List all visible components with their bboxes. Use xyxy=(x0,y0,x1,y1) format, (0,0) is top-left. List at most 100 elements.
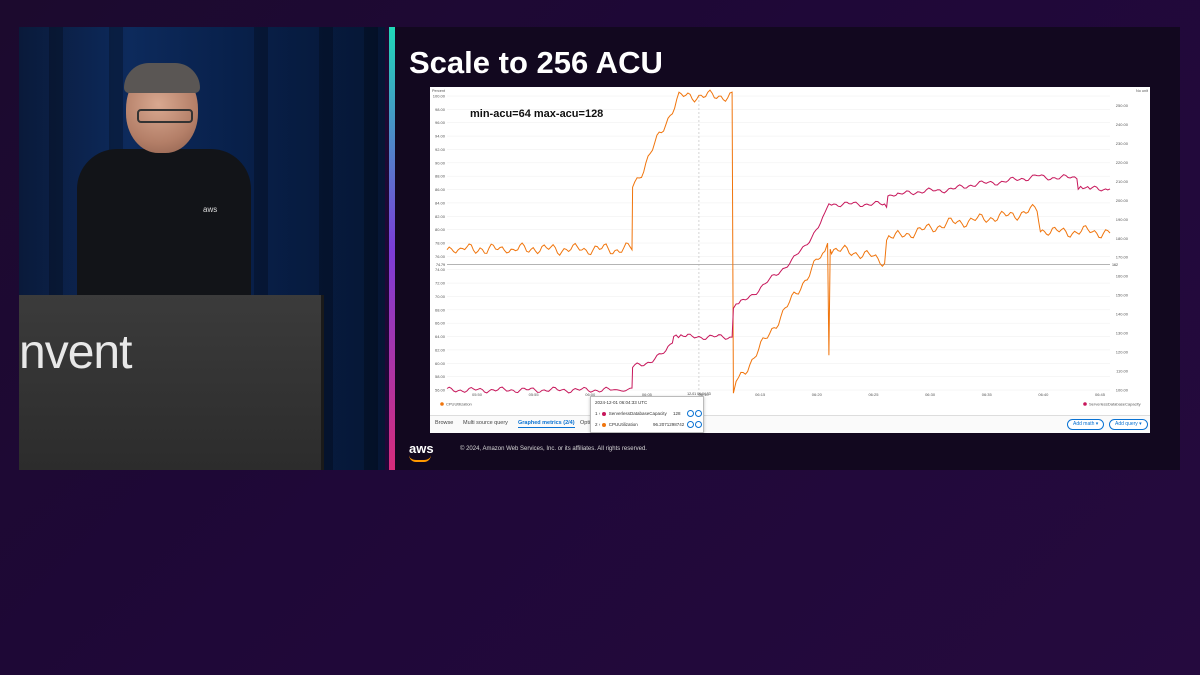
y-tick-label-right: 130.00 xyxy=(1116,331,1129,336)
x-tick-label: 06:40 xyxy=(1038,392,1049,397)
y-tick-label-right: 220.00 xyxy=(1116,160,1129,165)
tooltip-metric-value: 96.2071298742 xyxy=(653,422,685,427)
series-line-ServerlessDatabaseCapacity xyxy=(446,174,1111,394)
y-tick-label-left: 86.00 xyxy=(435,187,446,192)
x-tick-label: 05:50 xyxy=(472,392,483,397)
shirt-logo: aws xyxy=(203,205,218,214)
slide-accent-bar xyxy=(389,27,395,470)
speaker-video: aws nvent xyxy=(19,27,385,470)
aws-smile-icon xyxy=(409,455,431,462)
settings-icon[interactable] xyxy=(695,410,702,417)
y-tick-label-left: 76.00 xyxy=(435,254,446,259)
tab-browse[interactable]: Browse xyxy=(435,420,454,426)
tooltip-metric-value: 128 xyxy=(673,411,681,416)
y-tick-label-left: 88.00 xyxy=(435,174,446,179)
tooltip-row-index: 1 xyxy=(595,411,598,416)
y-tick-label-left: 58.00 xyxy=(435,374,446,379)
tab-multi-source-query[interactable]: Multi source query xyxy=(463,420,508,426)
legend-label-left: CPUUtilization xyxy=(446,402,472,407)
y-tick-label-left: 100.00 xyxy=(433,94,446,99)
aws-logo: aws xyxy=(409,441,434,456)
x-tick-label: 06:20 xyxy=(812,392,823,397)
y-tick-label-left: 62.00 xyxy=(435,347,446,352)
x-tick-label: 06:05 xyxy=(642,392,653,397)
y-tick-label-left: 64.00 xyxy=(435,334,446,339)
settings-icon[interactable] xyxy=(695,421,702,428)
podium-logo-text: nvent xyxy=(19,326,132,379)
y-tick-label-left: 74.00 xyxy=(435,267,446,272)
add-math-label: Add math xyxy=(1073,421,1095,427)
y-tick-label-right: 240.00 xyxy=(1116,122,1129,127)
y-tick-label-right: 100.00 xyxy=(1116,388,1129,393)
y-tick-label-left: 60.00 xyxy=(435,361,446,366)
y-tick-label-right: 250.00 xyxy=(1116,103,1129,108)
y-tick-label-right: 140.00 xyxy=(1116,312,1129,317)
y-tick-label-left: 84.00 xyxy=(435,200,446,205)
y-tick-label-right: 200.00 xyxy=(1116,198,1129,203)
y-tick-label-right: 190.00 xyxy=(1116,217,1129,222)
tooltip-metric-name: ServerlessDatabaseCapacity xyxy=(608,411,667,416)
tab-options[interactable]: Opti xyxy=(580,420,591,426)
x-tick-label: 06:35 xyxy=(982,392,993,397)
tab-graphed-metrics[interactable]: Graphed metrics (2/4) xyxy=(518,420,575,428)
y-tick-label-left: 96.00 xyxy=(435,120,446,125)
series-line-CPUUtilization xyxy=(446,89,1111,394)
y-tick-label-right: 150.00 xyxy=(1116,293,1129,298)
y-tick-label-left: 80.00 xyxy=(435,227,446,232)
y-tick-label-left: 78.00 xyxy=(435,241,446,246)
tooltip-row-index: 2 xyxy=(595,422,598,427)
x-tick-label: 06:15 xyxy=(755,392,766,397)
threshold-label-right: 162 xyxy=(1112,263,1118,267)
y-tick-label-left: 82.00 xyxy=(435,214,446,219)
tooltip-timestamp: 2024-12-01 06:04:33 UTC xyxy=(595,400,648,405)
x-tick-label: 06:10 xyxy=(699,392,710,397)
cursor-time-label: 12-01 06:04:33 xyxy=(687,392,711,396)
speaker-glasses xyxy=(137,109,193,123)
y-tick-label-left: 70.00 xyxy=(435,294,446,299)
podium: nvent xyxy=(19,295,324,470)
y-tick-label-right: 230.00 xyxy=(1116,141,1129,146)
copyright-text: © 2024, Amazon Web Services, Inc. or its… xyxy=(460,446,647,452)
metrics-chart: Percent No unit 100.00 98.00 96.00 94.00 92.00… xyxy=(432,89,1149,407)
datapoint-tooltip: 2024-12-01 06:04:33 UTC 1 › ServerlessDa… xyxy=(590,396,704,433)
threshold-label-left: 74.79 xyxy=(436,263,445,267)
cloudwatch-console: Percent No unit 100.00 98.00 96.00 94.00 92.00… xyxy=(430,87,1150,433)
y-axis-label-left: Percent xyxy=(432,89,446,93)
y-tick-label-right: 160.00 xyxy=(1116,274,1129,279)
add-query-button[interactable]: Add query ▾ xyxy=(1109,419,1148,430)
y-tick-label-left: 66.00 xyxy=(435,321,446,326)
bell-icon[interactable] xyxy=(687,410,694,417)
add-math-button[interactable]: Add math ▾ xyxy=(1067,419,1105,430)
bell-icon[interactable] xyxy=(687,421,694,428)
x-tick-label: 06:30 xyxy=(925,392,936,397)
y-tick-label-left: 92.00 xyxy=(435,147,446,152)
x-tick-label: 05:55 xyxy=(529,392,540,397)
tooltip-metric-name: CPUUtilization xyxy=(608,422,638,427)
y-tick-label-left: 94.00 xyxy=(435,134,446,139)
series-color-dot xyxy=(601,411,606,416)
series-color-dot xyxy=(601,422,606,427)
x-tick-label: 06:25 xyxy=(868,392,879,397)
legend-label-right: ServerlessDatabaseCapacity xyxy=(1089,402,1141,407)
legend-swatch xyxy=(1083,402,1087,406)
speaker-body xyxy=(77,149,251,299)
x-tick-label: 06:45 xyxy=(1095,392,1106,397)
y-tick-label-right: 120.00 xyxy=(1116,350,1129,355)
y-tick-label-right: 180.00 xyxy=(1116,236,1129,241)
speaker-hair xyxy=(124,63,200,93)
y-tick-label-right: 210.00 xyxy=(1116,179,1129,184)
curtain-fold xyxy=(364,27,378,470)
slide-title: Scale to 256 ACU xyxy=(409,45,663,80)
add-query-label: Add query xyxy=(1115,421,1138,427)
tooltip-row-capacity: 1 › ServerlessDatabaseCapacity xyxy=(595,411,667,416)
y-tick-label-left: 98.00 xyxy=(435,107,446,112)
y-tick-label-left: 56.00 xyxy=(435,388,446,393)
tooltip-row-cpu: 2 › CPUUtilization xyxy=(595,422,638,427)
legend-swatch xyxy=(440,402,444,406)
y-tick-label-left: 68.00 xyxy=(435,307,446,312)
y-tick-label-right: 170.00 xyxy=(1116,255,1129,260)
y-tick-label-left: 72.00 xyxy=(435,281,446,286)
y-tick-label-right: 110.00 xyxy=(1116,369,1129,374)
console-tab-bar: Browse Multi source query Graphed metric… xyxy=(430,415,1150,433)
y-axis-label-right: No unit xyxy=(1136,89,1149,93)
